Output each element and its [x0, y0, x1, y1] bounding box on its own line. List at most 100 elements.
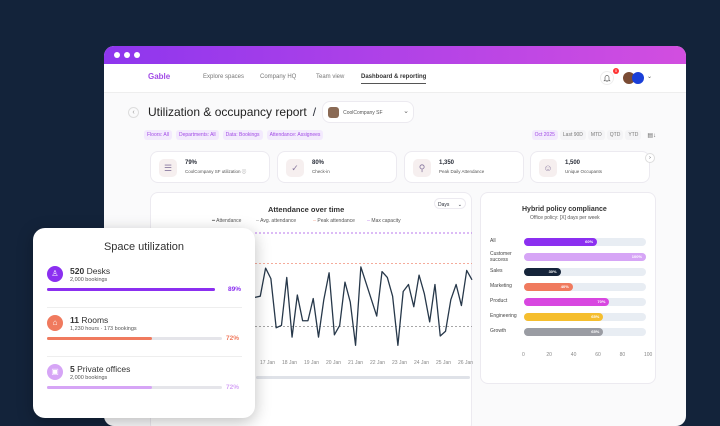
- nav-company-hq[interactable]: Company HQ: [260, 74, 297, 80]
- kpi-card: ⚲ 1,350 Peak Daily Attendance: [404, 151, 524, 183]
- bar-track: 65%: [524, 313, 646, 321]
- x-tick-label: 24 Jan: [414, 360, 430, 366]
- bar-category-label: Sales: [490, 268, 503, 274]
- kpi-card: ✓ 80% Check-in: [277, 151, 397, 183]
- next-arrow-button[interactable]: ›: [645, 153, 655, 163]
- x-tick-label: 22 Jan: [370, 360, 386, 366]
- divider: [47, 307, 242, 308]
- x-tick-label: 0: [522, 352, 525, 358]
- x-tick-label: 19 Jan: [304, 360, 320, 366]
- bar-category-label: Marketing: [490, 283, 512, 289]
- period-ytd[interactable]: YTD: [625, 130, 642, 140]
- kpi-card: ☺ 1,500 Unique Occupants: [530, 151, 650, 183]
- filter-floors[interactable]: Floors: All: [144, 130, 172, 140]
- x-tick-label: 100: [644, 352, 653, 358]
- title-bar: [104, 46, 686, 64]
- nav-explore-spaces[interactable]: Explore spaces: [203, 74, 245, 80]
- x-tick-label: 60: [595, 352, 601, 358]
- window-dot[interactable]: [124, 52, 130, 58]
- compliance-bar: 70%: [524, 298, 610, 306]
- bar-value-label: 70%: [597, 299, 606, 304]
- bar-category-label: Customer success: [490, 251, 512, 263]
- location-select[interactable]: CoolCompany SF ⌄: [322, 101, 415, 123]
- logo[interactable]: Gable: [148, 72, 171, 81]
- days-label: Days: [438, 202, 450, 208]
- bar-category-label: Product: [490, 298, 508, 304]
- space-count: 5: [70, 364, 75, 374]
- bar-value-label: 100%: [631, 254, 642, 259]
- filter-attendance[interactable]: Attendance: Assignees: [266, 130, 324, 140]
- location-image: [328, 107, 340, 118]
- bar-value-label: 60%: [585, 239, 594, 244]
- space-pct: 72%: [226, 335, 240, 342]
- period-qtd[interactable]: QTD: [606, 130, 624, 140]
- bell-icon[interactable]: [600, 71, 614, 85]
- compliance-bar: 65%: [524, 313, 604, 321]
- progress-track: [47, 337, 222, 340]
- page-header: ‹ Utilization & occupancy report / CoolC…: [128, 101, 415, 123]
- space-title: Space utilization: [103, 241, 185, 253]
- bar-category-label: All: [490, 238, 496, 244]
- filter-row: Floors: All Departments: All Data: Booki…: [144, 130, 324, 140]
- office-icon: ▣: [47, 364, 63, 380]
- notification-badge: 0: [613, 68, 619, 74]
- nav-team-view[interactable]: Team view: [316, 74, 345, 80]
- kpi-value: 1,500: [565, 160, 581, 166]
- compliance-bar: 40%: [524, 283, 573, 291]
- hybrid-subtitle: Office policy: [X] days per week: [530, 215, 600, 221]
- title-separator: /: [312, 105, 317, 119]
- kpi-label: Unique Occupants: [565, 169, 603, 174]
- attendance-title: Attendance over time: [268, 205, 345, 214]
- space-pct: 89%: [228, 286, 242, 293]
- bar-value-label: 40%: [560, 284, 569, 289]
- chart-scrollbar[interactable]: [256, 376, 470, 379]
- days-select[interactable]: Days ⌄: [434, 198, 466, 209]
- space-name: Private offices: [77, 364, 131, 374]
- room-icon: ⌂: [47, 315, 63, 331]
- filter-data[interactable]: Data: Bookings: [222, 130, 263, 140]
- x-tick-label: 25 Jan: [436, 360, 452, 366]
- progress-fill: [47, 337, 152, 340]
- bar-track: 65%: [524, 328, 646, 336]
- legend-avg: ┄ Avg. attendance: [256, 218, 297, 224]
- compliance-bar: 60%: [524, 238, 598, 246]
- page-title: Utilization & occupancy report: [148, 105, 307, 119]
- list-icon: ☰: [159, 159, 177, 177]
- legend-attendance: ━ Attendance: [212, 218, 242, 224]
- x-tick-label: 20: [546, 352, 552, 358]
- back-button[interactable]: ‹: [128, 106, 139, 118]
- kpi-value: 79%: [185, 160, 198, 166]
- bar-value-label: 65%: [591, 314, 600, 319]
- chevron-down-icon: ⌄: [457, 202, 462, 208]
- kpi-card: ☰ 79% CoolCompany SF utilization ⓘ: [150, 151, 270, 183]
- hybrid-title: Hybrid policy compliance: [522, 206, 607, 213]
- check-circle-icon: ✓: [286, 159, 304, 177]
- kpi-value: 1,350: [439, 160, 455, 166]
- space-sub: 2,000 bookings: [70, 375, 108, 381]
- period-month[interactable]: Oct 2025: [531, 130, 558, 140]
- x-tick-label: 21 Jan: [348, 360, 364, 366]
- user-search-icon: ☺: [539, 159, 557, 177]
- attendance-line: [254, 266, 473, 346]
- x-tick-label: 18 Jan: [282, 360, 298, 366]
- chevron-down-icon[interactable]: ⌄: [647, 74, 653, 80]
- period-last-90d[interactable]: Last 90D: [559, 130, 586, 140]
- filter-departments[interactable]: Departments: All: [175, 130, 219, 140]
- x-tick-label: 80: [619, 352, 626, 358]
- x-tick-label: 23 Jan: [392, 360, 408, 366]
- download-icon[interactable]: ▤↓: [647, 132, 656, 139]
- desk-icon: ♙: [47, 266, 63, 282]
- bar-track: 40%: [524, 283, 646, 291]
- x-tick-label: 20 Jan: [326, 360, 342, 366]
- window-dot[interactable]: [134, 52, 140, 58]
- window-dot[interactable]: [114, 52, 120, 58]
- team-avatar[interactable]: [632, 72, 644, 84]
- period-mtd[interactable]: MTD: [587, 130, 605, 140]
- space-count: 520: [70, 266, 85, 276]
- progress-fill: [47, 288, 215, 291]
- nav-dashboard-reporting[interactable]: Dashboard & reporting: [361, 74, 427, 84]
- legend-max: ┄ Max capacity: [367, 218, 401, 224]
- period-row: Oct 2025 Last 90D MTD QTD YTD ▤↓: [531, 130, 656, 140]
- bar-value-label: 65%: [591, 329, 600, 334]
- chevron-down-icon: ⌄: [403, 108, 409, 115]
